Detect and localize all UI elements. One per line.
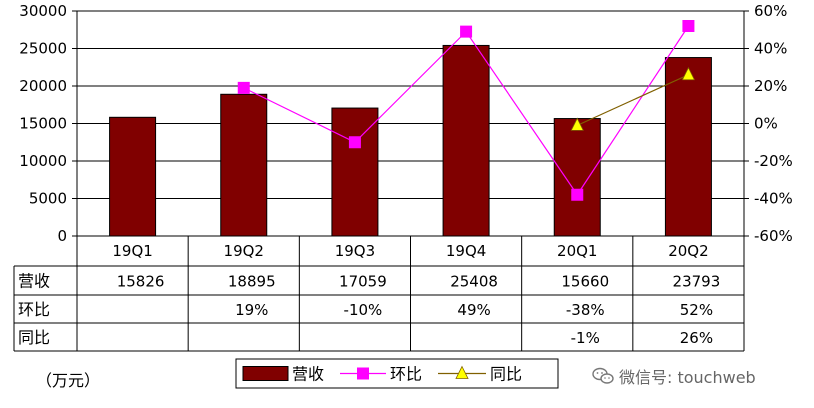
gridlines <box>77 10 744 199</box>
table-cell: 18895 <box>228 273 276 291</box>
table-cell: 49% <box>457 301 490 319</box>
y-tick-label: 25000 <box>19 40 67 58</box>
table-row-label: 环比 <box>18 300 50 319</box>
y-tick-label: 30000 <box>19 2 67 20</box>
table-cell: 17059 <box>339 273 387 291</box>
watermark-text: 微信号: touchweb <box>619 368 756 387</box>
table-cell: -38% <box>566 301 605 319</box>
triangle-marker <box>455 365 469 379</box>
x-category-label: 20Q2 <box>668 242 708 260</box>
line-series <box>237 20 696 201</box>
table-row-label: 同比 <box>18 328 50 347</box>
x-category-label: 19Q1 <box>112 242 152 260</box>
square-marker <box>682 20 695 32</box>
y2-tick-label: -20% <box>754 152 793 170</box>
table-cell: -1% <box>571 329 600 347</box>
triangle-marker <box>681 66 696 81</box>
table-cell: 52% <box>680 301 713 319</box>
y2-tick-label: 20% <box>754 77 787 95</box>
legend-label: 营收 <box>292 365 324 384</box>
y-tick-label: 10000 <box>19 152 67 170</box>
table-row-label: 营收 <box>18 272 50 291</box>
legend-swatch-bar <box>242 366 289 381</box>
y2-tick-label: 60% <box>754 2 787 20</box>
y2-tick-label: -40% <box>754 190 793 208</box>
y2-tick-label: -60% <box>754 227 793 245</box>
square-marker <box>460 25 473 38</box>
unit-note: （万元） <box>36 371 101 390</box>
bar <box>109 116 157 237</box>
x-category-label: 20Q1 <box>557 242 597 260</box>
series-line <box>577 74 689 126</box>
wechat-icon <box>592 367 614 384</box>
data-table: 19Q1 19Q2 19Q3 19Q4 20Q1 20Q2 营收 15826 18895 1705… <box>13 236 745 352</box>
bar <box>553 118 601 237</box>
square-marker <box>357 367 369 380</box>
y-tick-label: 20000 <box>19 77 67 95</box>
y-tick-label: 0 <box>57 227 67 245</box>
triangle-marker <box>570 117 584 131</box>
table-cell: 19% <box>235 301 268 319</box>
square-marker <box>571 188 584 201</box>
y-tick-label: 15000 <box>19 115 67 133</box>
watermark: 微信号: touchweb <box>592 365 756 387</box>
table-cell: 15660 <box>561 273 609 291</box>
table-cell: 25408 <box>450 273 498 291</box>
legend-label: 同比 <box>490 365 522 384</box>
x-category-label: 19Q3 <box>335 242 375 260</box>
x-category-label: 19Q4 <box>446 242 486 260</box>
bar <box>331 107 379 237</box>
table-cell: 23793 <box>673 273 721 291</box>
bar-series <box>109 44 712 237</box>
legend-label: 环比 <box>390 365 422 384</box>
bar <box>442 44 490 237</box>
bar <box>220 93 268 237</box>
x-category-label: 19Q2 <box>224 242 264 260</box>
y2-tick-label: 0% <box>754 115 778 133</box>
square-marker <box>348 136 361 149</box>
bar <box>664 57 712 237</box>
tick-labels: 0 5000 10000 15000 20000 25000 30000 -60% -40% -2… <box>19 2 792 245</box>
square-marker <box>237 81 250 94</box>
legend: 营收 环比 同比 <box>235 358 559 389</box>
legend-box <box>235 358 559 389</box>
y2-tick-label: 40% <box>754 40 787 58</box>
table-cell: -10% <box>344 301 383 319</box>
y-tick-label: 5000 <box>29 190 67 208</box>
table-cell: 26% <box>680 329 713 347</box>
table-cell: 15826 <box>117 273 165 291</box>
